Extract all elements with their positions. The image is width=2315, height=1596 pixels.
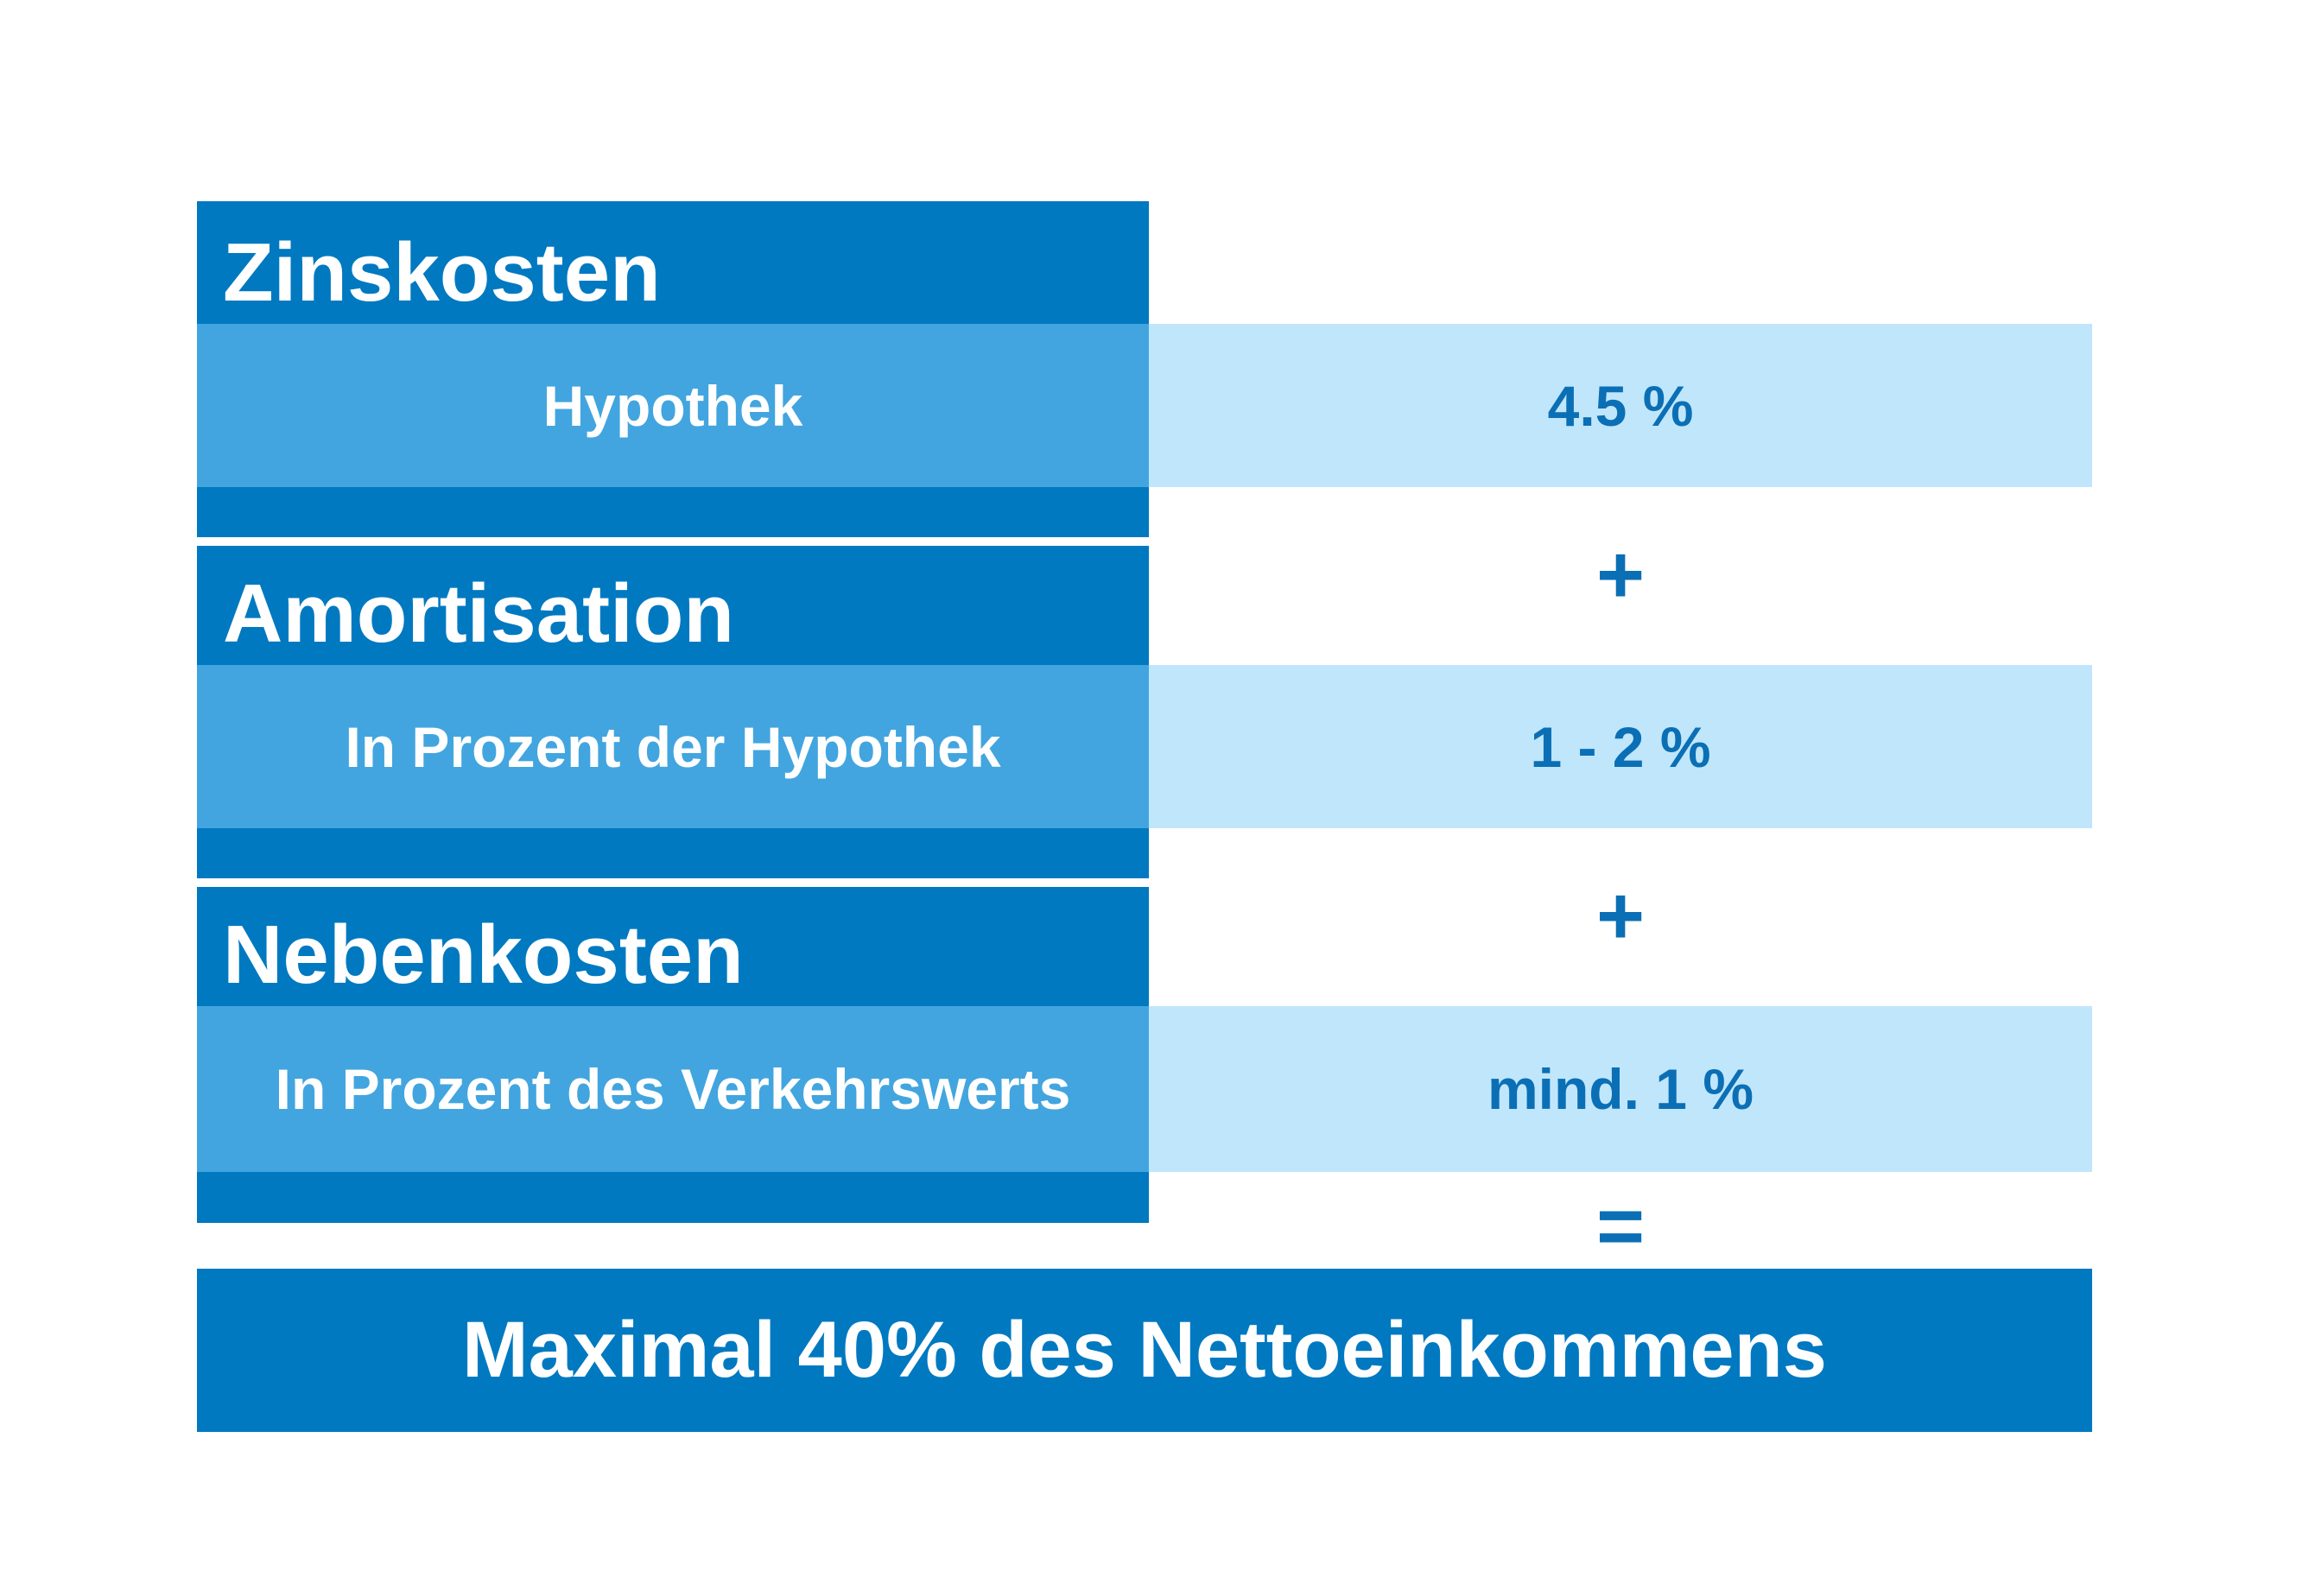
label-amortisation: In Prozent der Hypothek xyxy=(197,665,1149,828)
result-banner: Maximal 40% des Nettoeinkommens xyxy=(197,1269,2092,1432)
section-divider xyxy=(197,828,1149,878)
section-title-zinskosten: Zinskosten xyxy=(197,201,1149,324)
equals-operator: = xyxy=(1595,1180,1646,1272)
section-title-nebenkosten: Nebenkosten xyxy=(197,887,1149,1006)
section-divider xyxy=(197,487,1149,537)
value-amortisation: 1 - 2 % xyxy=(1149,665,2092,828)
section-title-amortisation: Amortisation xyxy=(197,546,1149,665)
plus-operator: + xyxy=(1595,529,1646,621)
plus-operator: + xyxy=(1595,870,1646,962)
value-zinskosten: 4.5 % xyxy=(1149,324,2092,487)
section-divider xyxy=(197,1172,1149,1223)
label-nebenkosten: In Prozent des Verkehrswerts xyxy=(197,1006,1149,1172)
label-hypothek: Hypothek xyxy=(197,324,1149,487)
value-nebenkosten: mind. 1 % xyxy=(1149,1006,2092,1172)
